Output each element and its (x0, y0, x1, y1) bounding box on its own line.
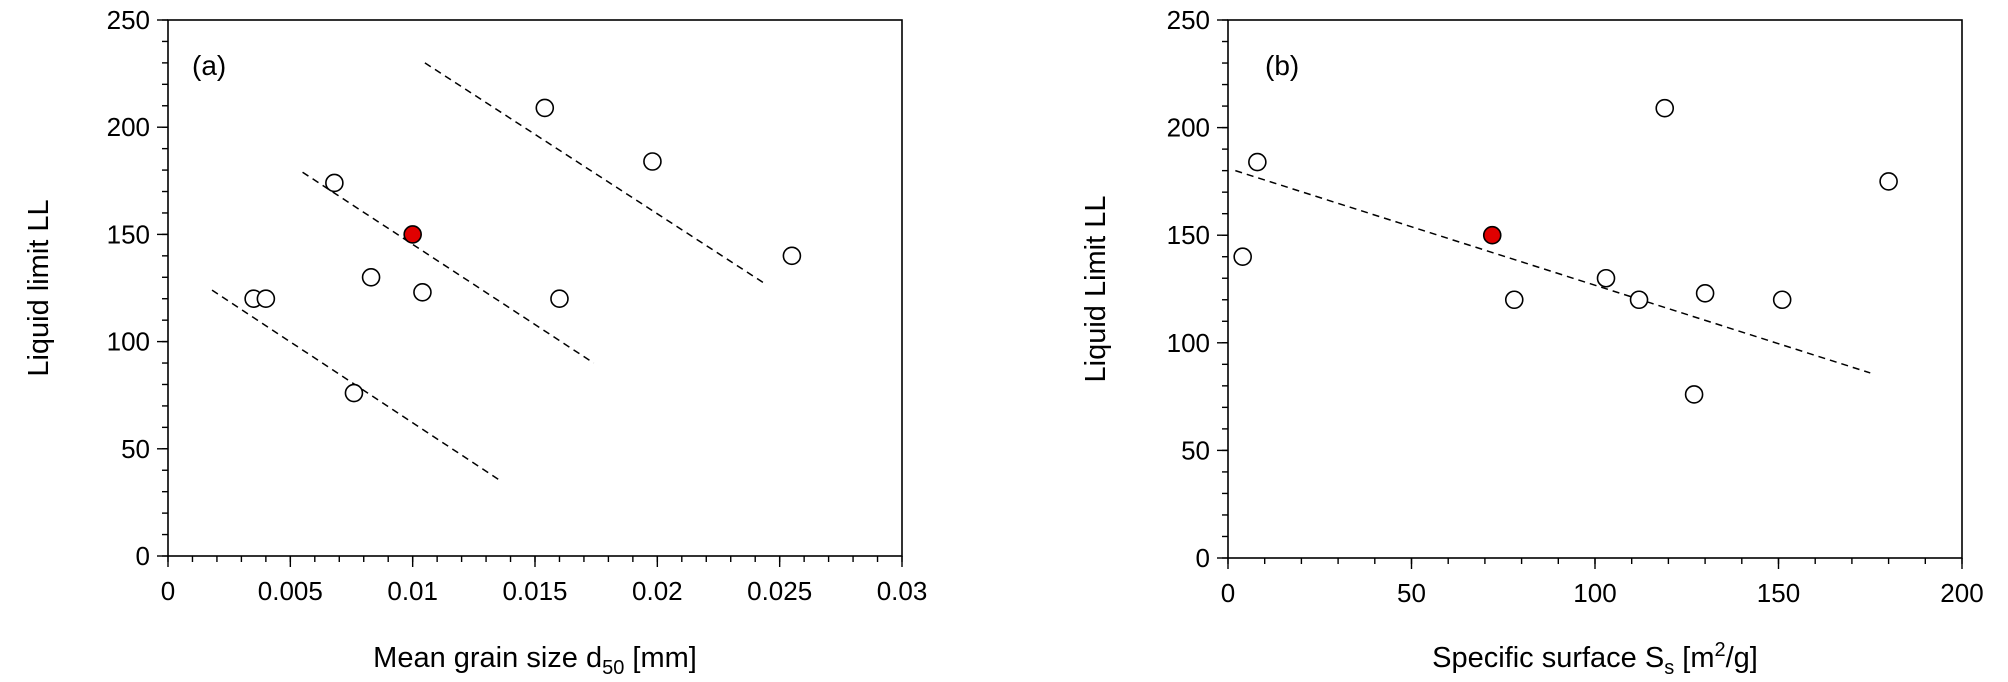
data-point (1879, 172, 1898, 191)
x-tick-label: 150 (1757, 578, 1800, 608)
x-axis-title-main: Mean grain size d (373, 642, 602, 674)
x-tick-label: 100 (1573, 578, 1616, 608)
y-tick-label: 50 (1181, 435, 1210, 465)
trendline (302, 171, 595, 364)
data-point (1655, 98, 1675, 118)
data-point (643, 152, 662, 171)
plot-frame (167, 19, 903, 557)
data-point (1233, 247, 1252, 267)
plot-frame (1227, 19, 1963, 559)
panel-label: (b) (1265, 50, 1299, 81)
data-point (1504, 290, 1524, 310)
x-axis-title-subscript: 50 (602, 657, 624, 679)
x-tick-label: 0.02 (632, 576, 683, 606)
data-point (325, 173, 344, 193)
data-point (550, 289, 569, 309)
x-axis-title-unit: [mm] (624, 642, 697, 674)
y-tick-label: 150 (107, 219, 150, 249)
trendline (1235, 169, 1871, 374)
x-axis-title-subscript: s (1664, 657, 1674, 679)
data-point (1629, 290, 1649, 310)
y-tick-label: 0 (136, 541, 150, 571)
panel-b: 0 50 100 150 200 0 50 100 150 200 250 (b) Liquid Lim… (1080, 5, 1984, 679)
x-tick-label: 0.005 (258, 576, 323, 606)
y-tick-label: 250 (107, 5, 150, 35)
data-point (256, 289, 276, 309)
x-axis-title-main: Specific surface S (1432, 642, 1664, 674)
y-tick-label: 100 (107, 327, 150, 357)
x-axis-title-superscript: 2 (1715, 639, 1726, 661)
x-tick-label: 50 (1397, 578, 1426, 608)
x-axis-title-unit: [m (1674, 642, 1714, 674)
highlighted-data-point (1482, 225, 1502, 245)
x-axis-title-unit-end: /g] (1726, 642, 1758, 674)
data-point (361, 267, 381, 287)
y-tick-label: 250 (1167, 5, 1210, 35)
y-tick-label: 100 (1167, 328, 1210, 358)
highlighted-data-point (403, 225, 422, 244)
x-tick-label: 200 (1940, 578, 1983, 608)
data-point (1248, 152, 1267, 172)
x-axis-title: Mean grain size d50 [mm] (373, 642, 697, 679)
x-tick-label: 0.03 (877, 576, 928, 606)
x-tick-label: 0 (1221, 578, 1235, 608)
x-tick-label: 0 (161, 576, 175, 606)
data-point (535, 98, 555, 118)
x-tick-label: 0.015 (502, 576, 567, 606)
y-tick-label: 200 (1167, 113, 1210, 143)
data-point (1695, 284, 1715, 303)
x-axis-title: Specific surface Ss [m2/g] (1432, 639, 1758, 679)
data-point (1772, 290, 1792, 310)
data-point (1596, 268, 1616, 288)
y-tick-label: 150 (1167, 220, 1210, 250)
data-point (1684, 385, 1704, 404)
panel-label: (a) (192, 50, 226, 81)
y-axis-title: Liquid Limit LL (1080, 196, 1112, 383)
y-tick-label: 50 (121, 434, 150, 464)
y-tick-label: 0 (1196, 543, 1210, 573)
x-tick-label: 0.025 (747, 576, 812, 606)
y-axis-title: Liquid limit LL (23, 199, 55, 376)
trendline (424, 62, 766, 285)
panel-a: 0 0.005 0.01 0.015 0.02 0.025 0.03 0 50 100 150 200… (23, 5, 927, 679)
data-point (413, 282, 432, 302)
x-tick-label: 0.01 (387, 576, 438, 606)
y-tick-label: 200 (107, 112, 150, 142)
data-point (344, 383, 364, 403)
data-point (782, 246, 802, 266)
